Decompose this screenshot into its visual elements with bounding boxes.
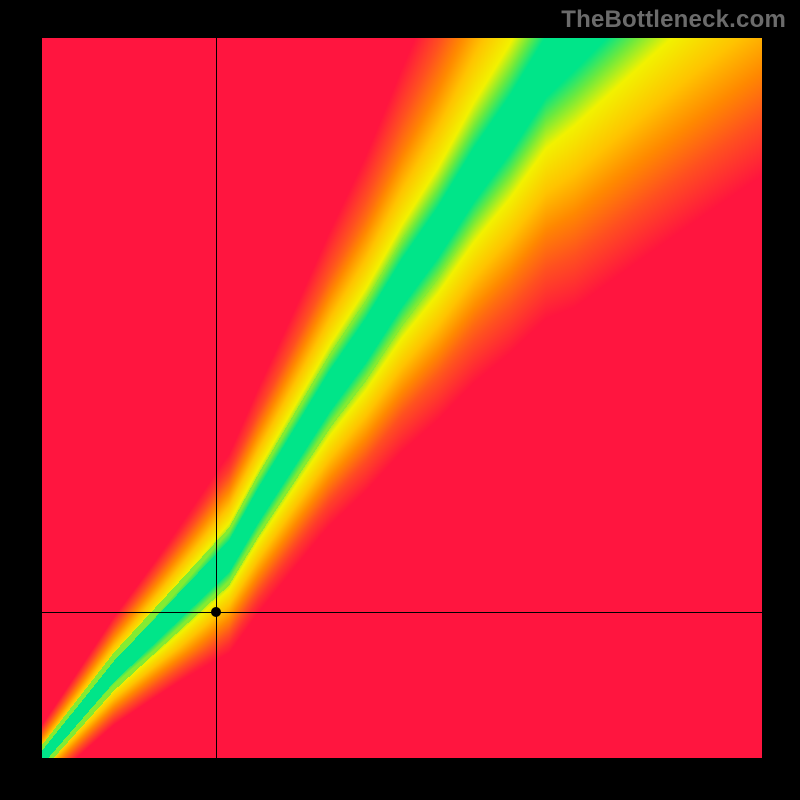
watermark-text: TheBottleneck.com [561, 6, 786, 34]
heatmap-plot-area [42, 38, 762, 758]
crosshair-vertical [216, 38, 217, 758]
chart-root: { "watermark": { "text": "TheBottleneck.… [0, 0, 800, 800]
crosshair-horizontal [42, 612, 762, 613]
heatmap-canvas [42, 38, 762, 758]
